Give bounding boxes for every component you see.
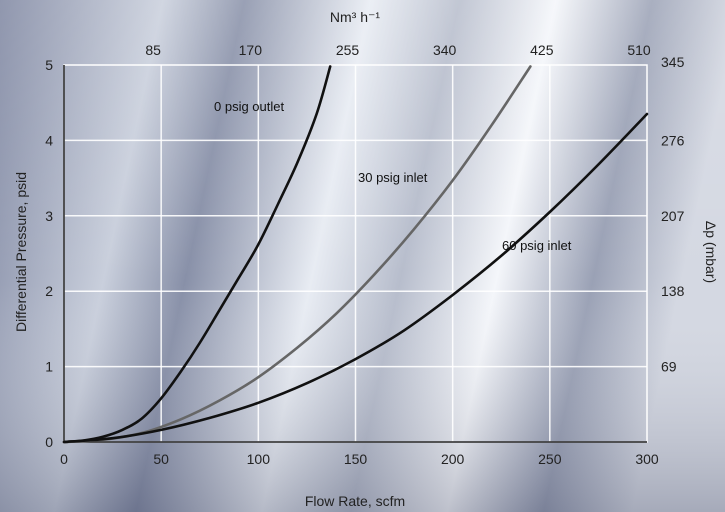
top-tick-label: 85 bbox=[145, 42, 161, 58]
plot-frame bbox=[63, 64, 648, 443]
right-tick-label: 69 bbox=[661, 359, 677, 375]
top-tick-label: 340 bbox=[433, 42, 457, 58]
y-tick-label: 1 bbox=[45, 359, 53, 375]
y-axis-title: Differential Pressure, psid bbox=[13, 172, 29, 332]
y-tick-label: 5 bbox=[45, 57, 53, 73]
series-label-3: 60 psig inlet bbox=[502, 238, 572, 253]
top-tick-label: 255 bbox=[336, 42, 360, 58]
x-tick-label: 100 bbox=[247, 451, 271, 467]
right-tick-label: 276 bbox=[661, 132, 685, 148]
top-axis-title: Nm³ h⁻¹ bbox=[330, 9, 381, 25]
series-label-2: 30 psig inlet bbox=[358, 170, 428, 185]
y-tick-label: 0 bbox=[45, 434, 53, 450]
y-tick-label: 3 bbox=[45, 208, 53, 224]
series-line-1 bbox=[62, 65, 332, 444]
x-tick-label: 250 bbox=[538, 451, 562, 467]
x-tick-label: 0 bbox=[60, 451, 68, 467]
x-axis-title: Flow Rate, scfm bbox=[305, 493, 405, 509]
grid bbox=[64, 65, 647, 442]
right-tick-label: 138 bbox=[661, 283, 685, 299]
x-tick-label: 150 bbox=[344, 451, 368, 467]
series-line-3 bbox=[62, 112, 649, 444]
series-label-1: 0 psig outlet bbox=[214, 99, 284, 114]
y-tick-label: 4 bbox=[45, 132, 53, 148]
right-axis-title: Δp (mbar) bbox=[703, 221, 719, 283]
series-layer bbox=[62, 65, 649, 444]
right-tick-label: 345 bbox=[661, 54, 685, 70]
top-tick-label: 170 bbox=[239, 42, 263, 58]
x-tick-label: 300 bbox=[635, 451, 659, 467]
top-tick-label: 425 bbox=[530, 42, 554, 58]
series-labels: 0 psig outlet 30 psig inlet 60 psig inlet bbox=[214, 99, 572, 253]
top-tick-label: 510 bbox=[627, 42, 651, 58]
x-tick-label: 200 bbox=[441, 451, 465, 467]
right-tick-label: 207 bbox=[661, 208, 685, 224]
y-tick-label: 2 bbox=[45, 283, 53, 299]
x-tick-label: 50 bbox=[153, 451, 169, 467]
